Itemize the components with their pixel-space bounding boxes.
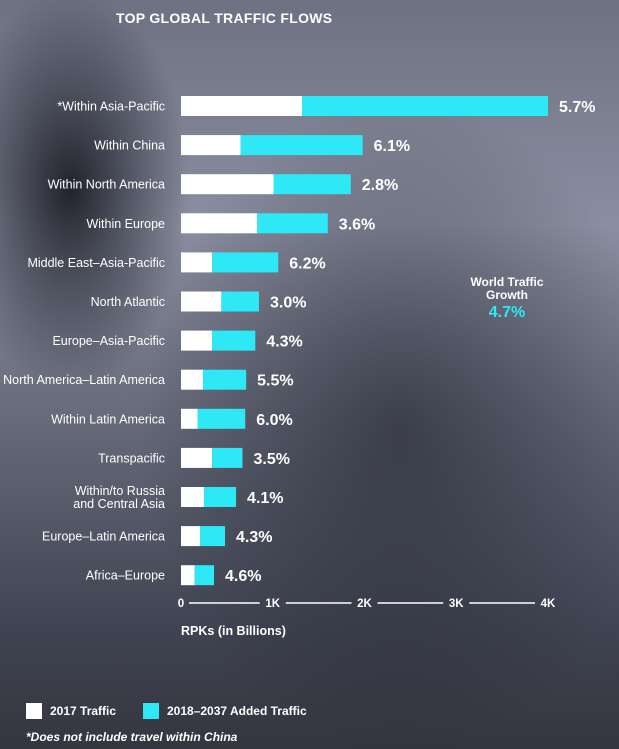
category-label-line: Within China: [94, 139, 165, 153]
growth-label-6: 4.3%: [266, 334, 302, 351]
growth-label-4: 6.2%: [289, 255, 325, 272]
world-growth-callout: World Traffic Growth 4.7%: [452, 276, 562, 322]
category-label-line: Europe–Latin America: [42, 530, 165, 544]
category-label-12: Africa–Europe: [86, 569, 165, 583]
bar-added-10: [203, 487, 237, 507]
x-tick-label-4: 4K: [541, 598, 556, 610]
bar-2017-5: [181, 291, 222, 312]
category-label-11: Europe–Latin America: [42, 530, 165, 544]
bar-2017-6: [181, 330, 213, 351]
category-label-line: Europe–Asia-Pacific: [52, 334, 165, 348]
growth-label-5: 3.0%: [270, 295, 306, 312]
bar-added-12: [194, 565, 215, 586]
bar-2017-0: [181, 96, 303, 116]
world-growth-label-line1: World Traffic: [470, 275, 544, 289]
growth-label-2: 2.8%: [362, 177, 398, 194]
category-label-line: Within Latin America: [51, 412, 165, 426]
category-label-line: North Atlantic: [91, 295, 165, 309]
world-growth-label-line2: Growth: [486, 288, 528, 302]
bar-added-2: [273, 174, 351, 195]
growth-label-0: 5.7%: [559, 99, 595, 116]
x-axis-title: RPKs (in Billions): [181, 624, 286, 638]
legend-swatch-added: [143, 703, 159, 719]
category-label-4: Middle East–Asia-Pacific: [27, 256, 165, 270]
category-label-line: Within North America: [48, 178, 165, 192]
chart-title: TOP GLOBAL TRAFFIC FLOWS: [116, 10, 333, 26]
x-tick-label-2: 2K: [357, 598, 372, 610]
growth-label-9: 3.5%: [253, 451, 289, 468]
bar-added-8: [197, 408, 246, 429]
category-label-8: Within Latin America: [51, 412, 165, 426]
growth-label-12: 4.6%: [225, 568, 261, 585]
category-label-2: Within North America: [48, 178, 165, 192]
bar-2017-11: [181, 526, 201, 547]
legend-label-2017: 2017 Traffic: [50, 704, 117, 718]
category-label-line: Within Europe: [86, 217, 165, 231]
bar-added-9: [212, 447, 243, 468]
category-label-9: Transpacific: [98, 451, 165, 465]
legend-label-added: 2018–2037 Added Traffic: [167, 704, 307, 718]
category-label-6: Europe–Asia-Pacific: [52, 334, 165, 348]
growth-label-7: 5.5%: [257, 373, 293, 390]
bar-2017-12: [181, 565, 195, 586]
bar-added-1: [240, 135, 363, 156]
x-tick-label-0: 0: [178, 598, 184, 610]
bar-added-7: [203, 369, 247, 390]
growth-label-8: 6.0%: [256, 412, 292, 429]
bar-2017-10: [181, 487, 204, 507]
category-label-line: Middle East–Asia-Pacific: [27, 256, 165, 270]
category-label-10: Within/to Russia and Central Asia: [73, 484, 165, 511]
bar-2017-2: [181, 174, 274, 195]
bar-2017-4: [181, 252, 213, 273]
growth-label-10: 4.1%: [247, 490, 283, 507]
growth-label-1: 6.1%: [374, 138, 410, 155]
bar-2017-1: [181, 135, 241, 156]
x-tick-label-3: 3K: [449, 598, 464, 610]
legend-item-added: 2018–2037 Added Traffic: [143, 703, 307, 719]
category-label-line: Transpacific: [98, 451, 165, 465]
category-label-7: North America–Latin America: [3, 373, 165, 387]
legend-swatch-2017: [26, 703, 42, 719]
bar-2017-7: [181, 369, 204, 390]
bar-added-5: [221, 291, 259, 312]
world-growth-value: 4.7%: [488, 304, 526, 321]
bar-added-6: [212, 330, 256, 351]
bar-added-3: [257, 213, 328, 234]
x-tick-label-1: 1K: [265, 598, 280, 610]
category-label-line: Within/to Russia: [75, 484, 165, 498]
bar-2017-9: [181, 447, 213, 468]
growth-label-11: 4.3%: [236, 529, 272, 546]
category-label-5: North Atlantic: [91, 295, 165, 309]
category-label-0: *Within Asia-Pacific: [57, 100, 165, 114]
category-label-line: and Central Asia: [73, 497, 165, 511]
bar-2017-3: [181, 213, 258, 234]
footnote: *Does not include travel within China: [26, 730, 238, 744]
bar-added-4: [212, 252, 279, 273]
category-label-line: Africa–Europe: [86, 569, 165, 583]
category-label-line: North America–Latin America: [3, 373, 165, 387]
bar-added-11: [200, 526, 226, 547]
legend-item-2017: 2017 Traffic: [26, 703, 116, 719]
category-label-line: *Within Asia-Pacific: [57, 100, 165, 114]
category-label-3: Within Europe: [86, 217, 165, 231]
growth-label-3: 3.6%: [339, 216, 375, 233]
bar-added-0: [302, 96, 548, 116]
category-label-1: Within China: [94, 139, 165, 153]
bar-2017-8: [181, 408, 198, 429]
